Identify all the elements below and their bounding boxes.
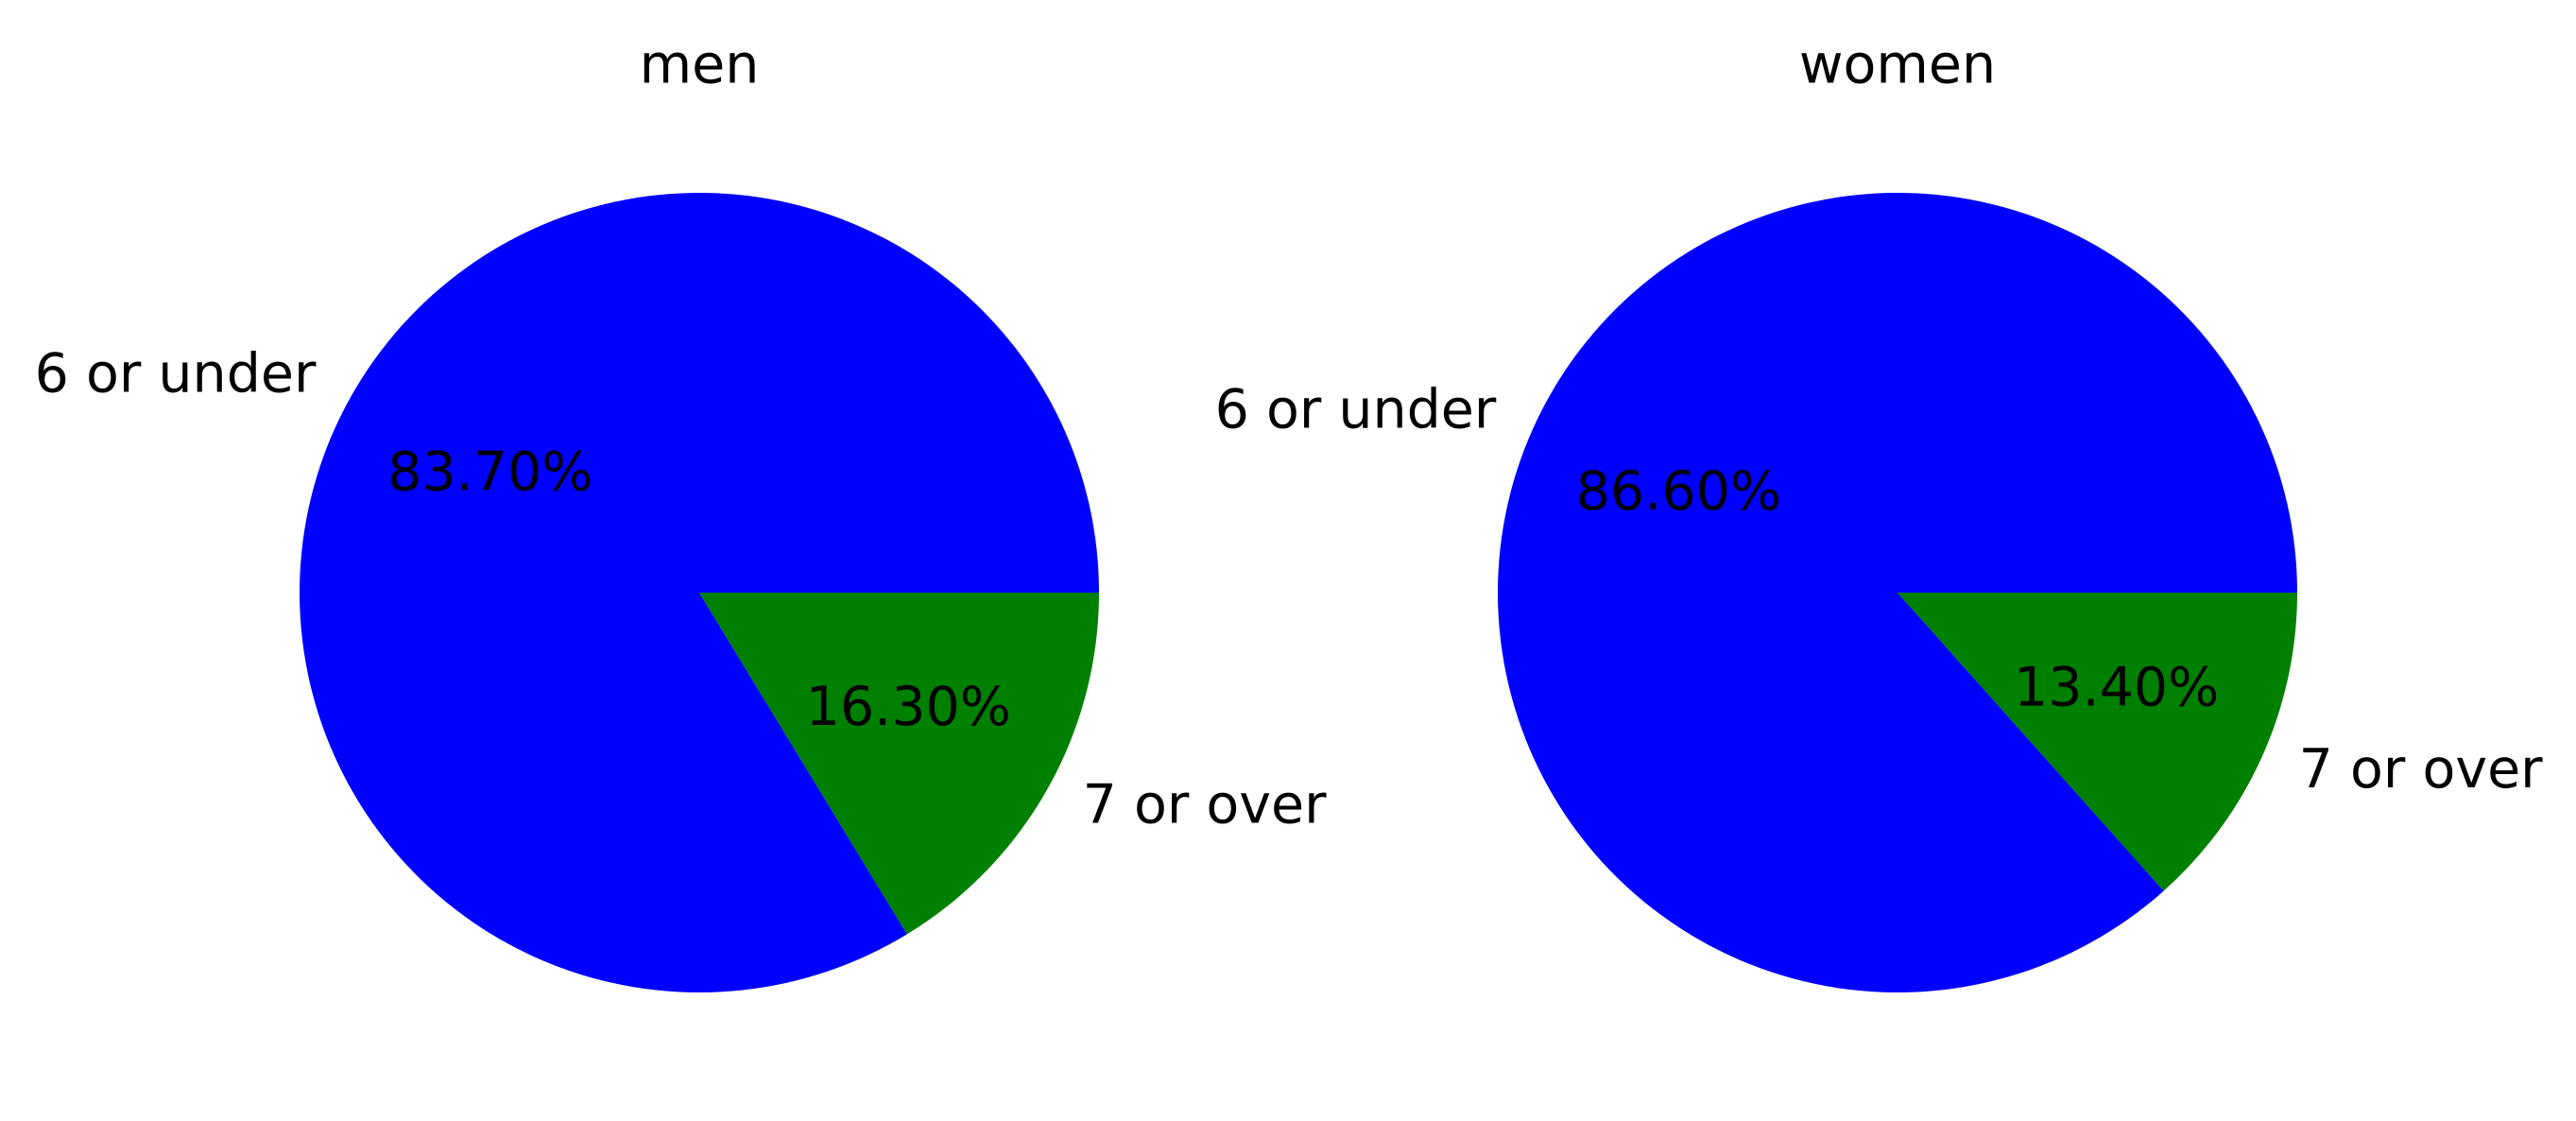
pie-slice-6-or-under xyxy=(300,193,1099,993)
pie-slice-6-or-under xyxy=(1497,192,2297,992)
pie-slice-7-or-over xyxy=(1898,593,2297,891)
pie-chart-women: women 6 or under 86.60% 7 or over 13.40% xyxy=(1215,34,2543,992)
slice-label-6-or-under: 6 or under xyxy=(35,343,317,405)
slice-percent-7-or-over: 16.30% xyxy=(806,676,1011,738)
chart-title: men xyxy=(640,34,760,96)
pie-slice-7-or-over xyxy=(699,593,1099,935)
slice-label-6-or-under: 6 or under xyxy=(1215,378,1497,440)
slice-percent-7-or-over: 13.40% xyxy=(2014,656,2219,718)
slice-percent-6-or-under: 83.70% xyxy=(387,440,592,503)
pie-chart-men: men 6 or under 83.70% 7 or over 16.30% xyxy=(35,34,1327,993)
chart-title: women xyxy=(1799,34,1996,96)
slice-percent-6-or-under: 86.60% xyxy=(1576,460,1781,523)
slice-label-7-or-over: 7 or over xyxy=(2299,738,2543,801)
slice-label-7-or-over: 7 or over xyxy=(1083,774,1327,836)
